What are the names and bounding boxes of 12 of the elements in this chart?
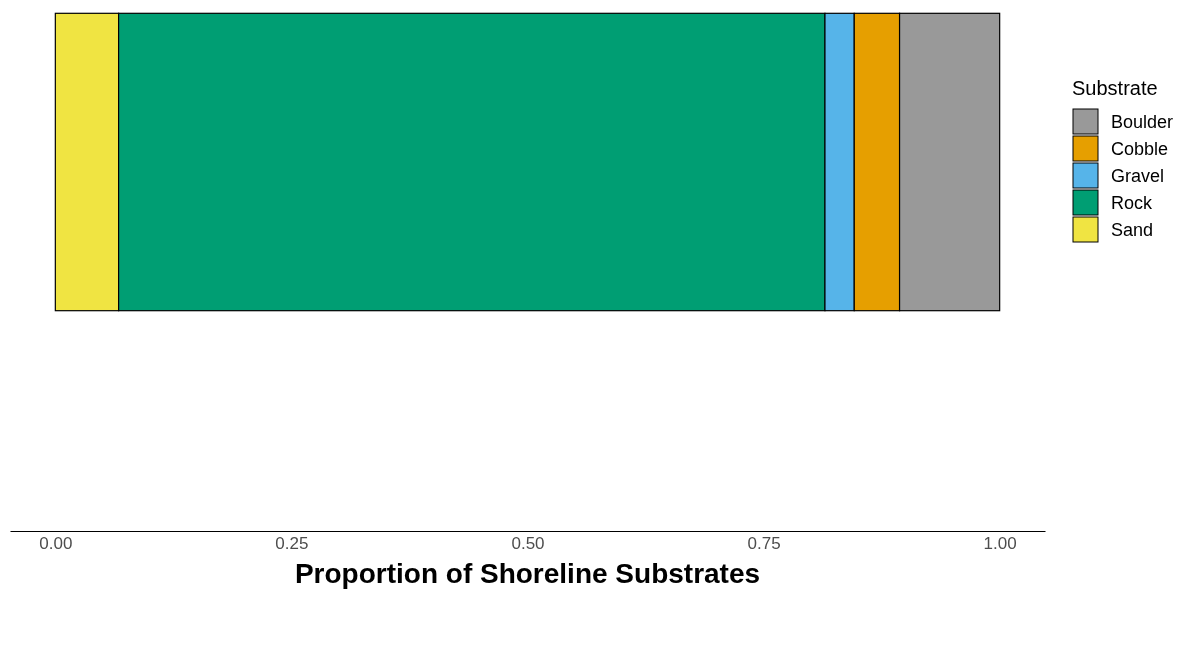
legend-label: Gravel bbox=[1111, 166, 1165, 186]
legend-label: Cobble bbox=[1111, 139, 1169, 159]
x-tick-label: 0.75 bbox=[747, 534, 781, 554]
x-axis-title: Proportion of Shoreline Substrates bbox=[294, 558, 761, 589]
legend-label: Sand bbox=[1111, 220, 1154, 240]
x-tick-label: 0.25 bbox=[275, 534, 309, 554]
legend-label: Boulder bbox=[1111, 112, 1174, 132]
x-tick-label: 0.50 bbox=[511, 534, 545, 554]
legend-label: Rock bbox=[1111, 193, 1154, 213]
legend-title: Substrate bbox=[1072, 77, 1158, 99]
x-tick-label: 1.00 bbox=[983, 534, 1017, 554]
x-tick-label: 0.00 bbox=[39, 534, 73, 554]
